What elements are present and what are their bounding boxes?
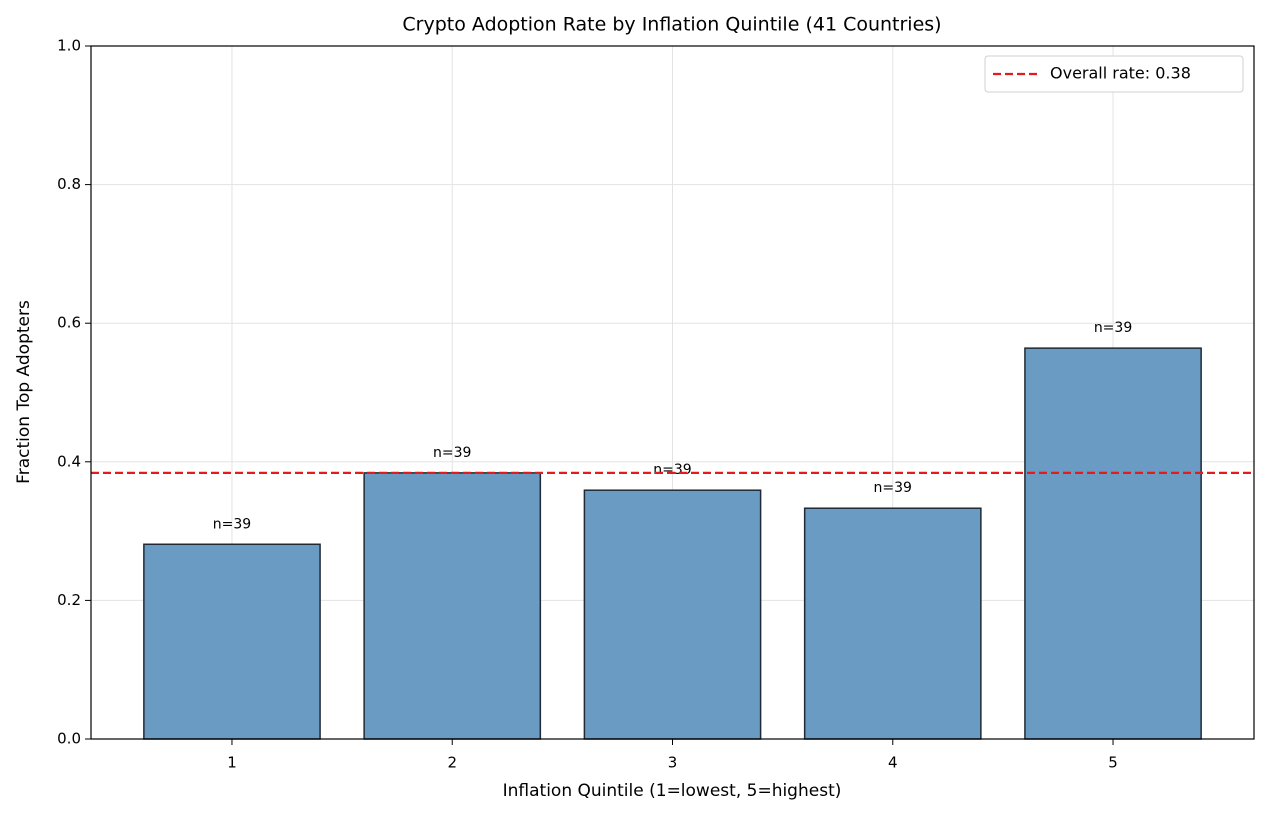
x-tick-label: 2 — [447, 754, 457, 772]
x-tick-label: 4 — [888, 754, 898, 772]
y-tick-label: 0.6 — [57, 314, 81, 332]
bar — [803, 507, 982, 740]
bar-annotation: n=39 — [1094, 320, 1132, 336]
bar-annotation: n=39 — [213, 516, 251, 532]
bar-annotation: n=39 — [653, 462, 691, 478]
y-tick-label: 0.4 — [57, 452, 81, 470]
bar — [1024, 347, 1202, 740]
legend-label: Overall rate: 0.38 — [1050, 64, 1191, 83]
bar — [583, 489, 762, 740]
y-tick-label: 1.0 — [57, 37, 81, 55]
y-tick-label: 0.0 — [57, 730, 81, 748]
y-tick-label: 0.8 — [57, 175, 81, 193]
bar-annotation: n=39 — [874, 480, 912, 496]
y-tick-label: 0.2 — [57, 591, 81, 609]
x-tick-label: 3 — [668, 754, 678, 772]
x-tick-label: 1 — [227, 754, 237, 772]
legend-box — [984, 55, 1244, 93]
x-axis-label: Inflation Quintile (1=lowest, 5=highest) — [503, 781, 842, 801]
bar — [143, 543, 321, 740]
y-axis-label: Fraction Top Adopters — [14, 300, 34, 484]
x-tick-label: 5 — [1108, 754, 1118, 772]
chart-title: Crypto Adoption Rate by Inflation Quinti… — [402, 14, 941, 36]
bar — [363, 472, 542, 740]
bar-annotation: n=39 — [433, 445, 471, 461]
plot-frame — [90, 45, 1255, 740]
